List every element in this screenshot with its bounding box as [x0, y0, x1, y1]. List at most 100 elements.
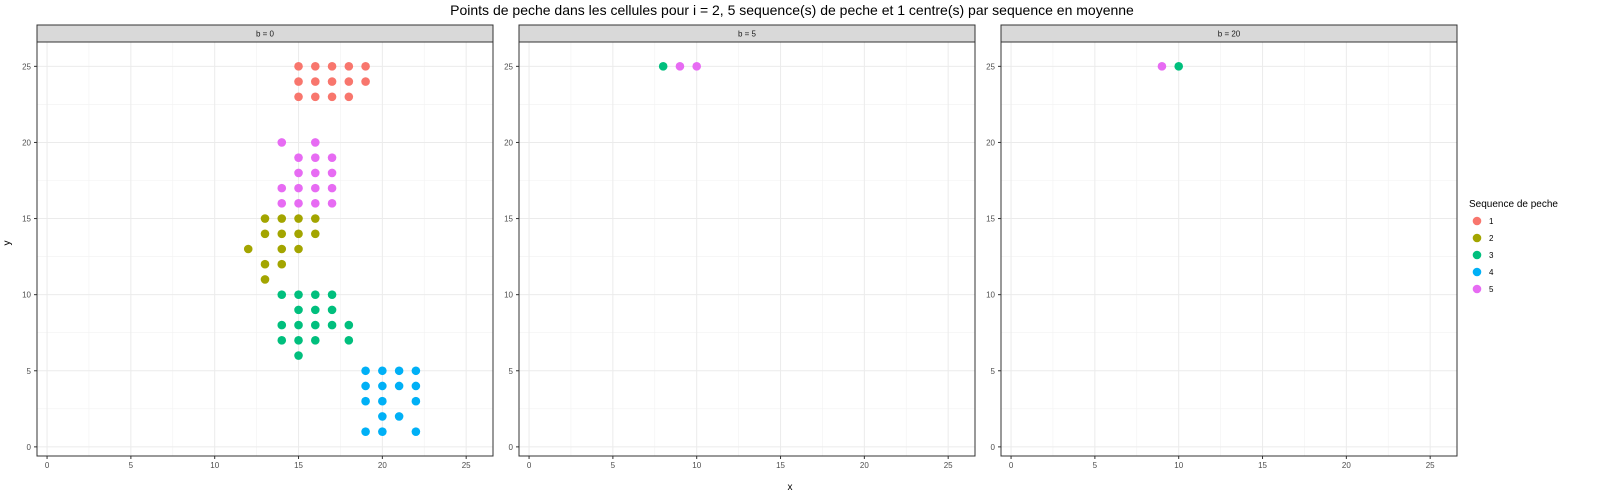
y-tick-label: 25 — [504, 62, 513, 71]
y-tick-label: 0 — [27, 443, 32, 452]
x-tick-label: 5 — [611, 461, 616, 470]
data-point — [344, 62, 354, 71]
x-tick-label: 20 — [860, 461, 869, 470]
data-point — [344, 92, 354, 102]
data-point — [411, 366, 421, 376]
legend-swatch — [1472, 267, 1482, 277]
panel-border — [518, 41, 976, 457]
data-point — [378, 427, 387, 436]
data-point — [327, 168, 337, 178]
data-point — [411, 427, 421, 436]
data-point — [294, 244, 303, 254]
data-point — [277, 229, 287, 239]
legend-swatch — [1472, 250, 1482, 260]
x-tick-label: 15 — [776, 461, 785, 470]
data-point — [411, 381, 421, 391]
data-point — [692, 62, 702, 71]
data-point — [277, 199, 287, 208]
y-tick-label: 0 — [509, 443, 514, 452]
data-point — [277, 290, 287, 299]
data-point — [378, 396, 387, 406]
data-point — [310, 77, 320, 86]
data-point — [361, 366, 370, 376]
x-tick-label: 10 — [1174, 461, 1183, 470]
x-tick-label: 5 — [129, 461, 134, 470]
x-axis-title: x — [788, 482, 793, 493]
data-point — [327, 320, 337, 330]
data-point — [260, 259, 270, 269]
data-point — [310, 229, 320, 239]
x-tick-label: 10 — [692, 461, 701, 470]
data-point — [327, 77, 337, 86]
legend-item: 5 — [1469, 281, 1494, 297]
legend-title: Sequence de peche — [1469, 199, 1558, 210]
panel-border — [36, 41, 494, 457]
data-point — [327, 62, 337, 71]
data-point — [1174, 62, 1184, 71]
y-tick-label: 20 — [986, 138, 995, 147]
y-tick-label: 15 — [504, 215, 513, 224]
legend-item: 3 — [1469, 247, 1494, 263]
legend-label: 5 — [1489, 285, 1494, 294]
data-point — [277, 336, 287, 345]
data-point — [327, 153, 337, 162]
legend-swatch — [1472, 233, 1482, 243]
data-point — [294, 153, 303, 162]
data-point — [294, 92, 303, 102]
data-point — [327, 305, 337, 315]
data-point — [327, 199, 337, 208]
x-tick-label: 25 — [944, 461, 953, 470]
data-point — [277, 244, 287, 254]
data-point — [394, 412, 404, 421]
data-point — [310, 138, 320, 147]
x-tick-label: 0 — [527, 461, 532, 470]
data-point — [361, 77, 370, 86]
legend-item: 2 — [1469, 230, 1494, 246]
data-point — [294, 305, 303, 315]
data-point — [361, 381, 370, 391]
data-point — [310, 92, 320, 102]
data-point — [277, 320, 287, 330]
data-point — [658, 62, 668, 71]
x-tick-label: 20 — [1342, 461, 1351, 470]
x-tick-label: 15 — [1258, 461, 1267, 470]
x-tick-label: 0 — [45, 461, 50, 470]
legend-label: 1 — [1489, 217, 1494, 226]
x-tick-label: 0 — [1009, 461, 1014, 470]
data-point — [310, 183, 320, 193]
y-tick-label: 0 — [991, 443, 996, 452]
data-point — [310, 153, 320, 162]
data-point — [310, 214, 320, 223]
data-point — [310, 320, 320, 330]
y-tick-label: 15 — [986, 215, 995, 224]
y-tick-label: 10 — [986, 291, 995, 300]
data-point — [294, 290, 303, 299]
data-point — [277, 259, 287, 269]
facet-strip-label: b = 5 — [738, 30, 757, 39]
panel-background — [37, 42, 493, 456]
facet-panel: b = 5 0 5 10 15 20 25 0 5 10 15 20 25 — [504, 24, 976, 470]
facet-strip-label: b = 0 — [256, 30, 275, 39]
y-tick-label: 10 — [22, 291, 31, 300]
data-point — [294, 168, 303, 178]
data-point — [1157, 62, 1167, 71]
data-point — [361, 427, 370, 436]
y-tick-label: 25 — [986, 62, 995, 71]
y-axis-title: y — [2, 241, 13, 246]
facet-panel: b = 0 0 5 10 15 20 25 0 5 10 15 20 25 — [22, 24, 494, 470]
legend-label: 4 — [1489, 268, 1494, 277]
legend-item: 1 — [1469, 213, 1494, 229]
data-point — [260, 214, 270, 223]
panels: b = 0 0 5 10 15 20 25 0 5 10 15 20 25 b = 5 0 5 10 15 20 25… — [22, 24, 1458, 470]
y-tick-label: 5 — [509, 367, 514, 376]
data-point — [378, 412, 387, 421]
data-point — [310, 62, 320, 71]
y-tick-label: 5 — [991, 367, 996, 376]
data-point — [327, 290, 337, 299]
facet-panel: b = 20 0 5 10 15 20 25 0 5 10 15 20 25 — [986, 24, 1458, 470]
data-point — [277, 214, 287, 223]
data-point — [378, 366, 387, 376]
data-point — [260, 229, 270, 239]
data-point — [344, 336, 354, 345]
